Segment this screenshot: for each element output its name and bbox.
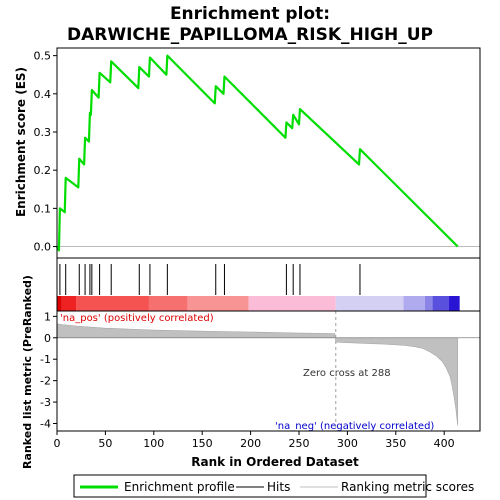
es-tick-label-1: 0.1 — [34, 202, 52, 215]
x-tick-label-5: 250 — [288, 437, 309, 450]
heatmap-segment-2 — [76, 296, 149, 311]
legend-entry-hits: Hits — [267, 480, 290, 494]
x-tick-label-2: 100 — [143, 437, 164, 450]
metric-frame — [56, 310, 481, 432]
x-tick-label-4: 200 — [240, 437, 261, 450]
x-tick-label-3: 150 — [192, 437, 213, 450]
es-tick-label-4: 0.4 — [34, 88, 52, 101]
heatmap-segment-9 — [432, 296, 450, 311]
x-tick-label-7: 350 — [385, 437, 406, 450]
x-tick-label-8: 400 — [434, 437, 455, 450]
heatmap-segment-0 — [57, 296, 62, 311]
es-frame — [56, 47, 481, 259]
heatmap-segment-5 — [248, 296, 336, 311]
heatmap-segment-4 — [187, 296, 249, 311]
pos-label: 'na_pos' (positively correlated) — [60, 313, 214, 324]
metric-tick-label-2: -1 — [40, 353, 51, 366]
heatmap-segment-10 — [449, 296, 460, 311]
x-tick-label-6: 300 — [337, 437, 358, 450]
legend: Enrichment profile Hits Ranking metric s… — [73, 474, 474, 498]
es-tick-label-3: 0.3 — [34, 126, 52, 139]
x-tick-label-0: 0 — [54, 437, 61, 450]
heatmap-segment-3 — [148, 296, 188, 311]
es-tick-label-0: 0.0 — [34, 241, 52, 254]
heatmap-segment-6 — [335, 296, 404, 311]
legend-entry-metric: Ranking metric scores — [341, 480, 474, 494]
heatmap-segment-7 — [403, 296, 425, 311]
metric-tick-label-4: -3 — [40, 396, 51, 409]
x-tick-label-1: 50 — [98, 437, 112, 450]
heatmap-segment-1 — [61, 296, 77, 311]
metric-axis-label: Ranked list metric (PreRanked) — [21, 275, 34, 469]
x-axis-label: Rank in Ordered Dataset — [191, 455, 359, 469]
chart-title-line1: Enrichment plot: — [170, 4, 330, 24]
metric-tick-label-5: -4 — [40, 418, 51, 431]
ranking-metric-area — [56, 323, 459, 426]
enrichment-profile-line — [56, 54, 459, 252]
es-axis-label: Enrichment score (ES) — [14, 67, 28, 217]
es-tick-label-5: 0.5 — [34, 50, 52, 63]
metric-tick-label-0: 1 — [44, 310, 51, 323]
neg-label: 'na_neg' (negatively correlated) — [275, 421, 434, 432]
heatmap-segment-8 — [424, 296, 433, 311]
legend-entry-profile: Enrichment profile — [124, 480, 235, 494]
es-tick-label-2: 0.2 — [34, 164, 52, 177]
metric-tick-label-1: 0 — [44, 332, 51, 345]
metric-tick-label-3: -2 — [40, 375, 51, 388]
zero-cross-label: Zero cross at 288 — [303, 368, 391, 379]
legend-box — [73, 474, 427, 498]
chart-title-line2: DARWICHE_PAPILLOMA_RISK_HIGH_UP — [67, 25, 433, 45]
